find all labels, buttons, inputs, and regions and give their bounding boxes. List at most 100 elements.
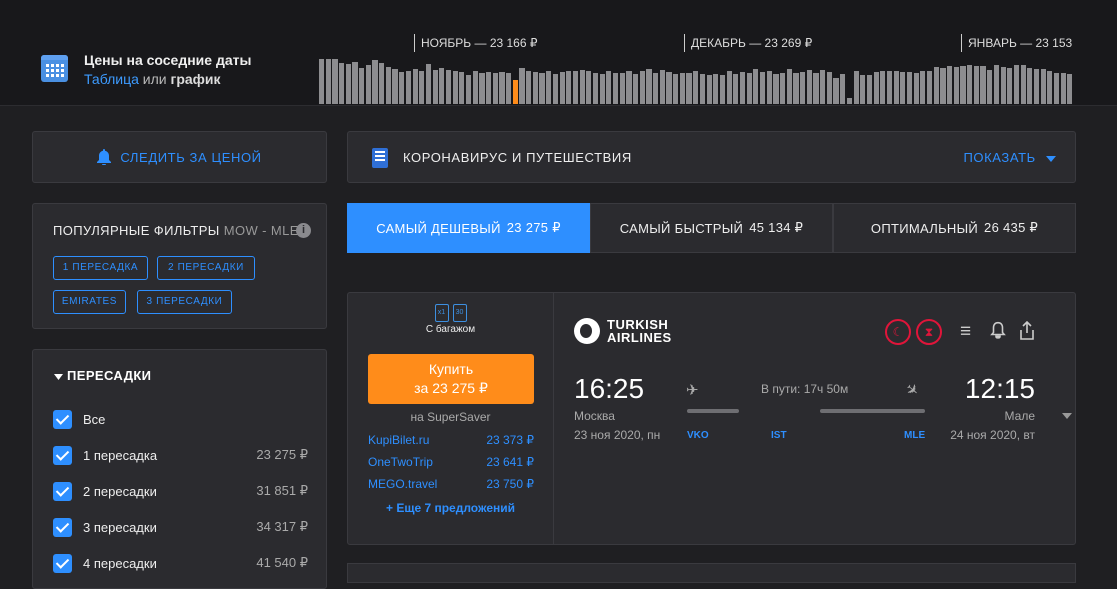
share-icon[interactable] (1018, 320, 1036, 347)
offer-row[interactable]: MEGO.travel 23 750 ₽ (368, 477, 534, 491)
stops-filter-toggle[interactable]: ПЕРЕСАДКИ (54, 368, 151, 383)
price-bar[interactable] (526, 70, 532, 104)
offer-row[interactable]: OneTwoTrip 23 641 ₽ (368, 455, 534, 469)
price-bar[interactable] (746, 72, 752, 104)
price-bar[interactable] (706, 75, 712, 104)
price-bar[interactable] (693, 70, 699, 104)
price-bar[interactable] (933, 67, 939, 104)
checkbox[interactable] (53, 517, 72, 537)
ticket-details[interactable]: TURKISH AIRLINES ☾ ⧗ ≡ 16:25 12:15 ✈ ✈ В … (553, 292, 1076, 545)
price-bar[interactable] (713, 73, 719, 104)
price-bar[interactable] (559, 71, 565, 104)
price-bar[interactable] (853, 70, 859, 104)
price-bar[interactable] (646, 69, 652, 104)
tab-fastest[interactable]: САМЫЙ БЫСТРЫЙ 45 134 ₽ (590, 203, 833, 253)
price-bar[interactable] (639, 70, 645, 104)
price-bar[interactable] (332, 58, 338, 104)
price-bar[interactable] (993, 65, 999, 104)
price-bar[interactable] (459, 71, 465, 104)
offer-row[interactable]: KupiBilet.ru 23 373 ₽ (368, 433, 534, 447)
price-bar[interactable] (980, 66, 986, 104)
price-bar[interactable] (773, 73, 779, 104)
price-bar[interactable] (345, 63, 351, 104)
price-bar[interactable] (726, 70, 732, 104)
price-bar[interactable] (1000, 67, 1006, 104)
filter-chip-3-stops[interactable]: 3 ПЕРЕСАДКИ (137, 290, 232, 314)
price-bar[interactable] (385, 67, 391, 104)
price-bar[interactable] (1027, 68, 1033, 104)
price-bar[interactable] (572, 70, 579, 104)
stops-option-4[interactable]: 4 пересадки 41 540 ₽ (53, 552, 308, 574)
add-to-list-icon[interactable]: ≡ (960, 321, 972, 342)
price-bar[interactable] (626, 70, 632, 104)
price-bar[interactable] (399, 71, 405, 104)
price-bar[interactable] (893, 70, 899, 104)
price-bar[interactable] (365, 65, 371, 104)
price-bar[interactable] (780, 72, 786, 104)
price-bar[interactable] (973, 66, 979, 104)
price-bar[interactable] (840, 73, 846, 104)
filter-chip-1-stop[interactable]: 1 ПЕРЕСАДКА (53, 256, 148, 280)
stops-option-2[interactable]: 2 пересадки 31 851 ₽ (53, 480, 308, 502)
price-bar[interactable] (379, 62, 385, 104)
checkbox[interactable] (53, 553, 72, 573)
price-bar[interactable] (873, 71, 879, 104)
price-bar[interactable] (866, 75, 873, 104)
price-bar[interactable] (686, 72, 692, 104)
buy-button[interactable]: Купить за 23 275 ₽ (368, 354, 534, 404)
price-bar[interactable] (372, 59, 378, 104)
price-bar[interactable] (612, 72, 619, 104)
price-bar[interactable] (766, 70, 772, 104)
checkbox[interactable] (53, 481, 72, 501)
price-bar[interactable] (1020, 65, 1026, 104)
price-bar[interactable] (546, 70, 552, 104)
price-bar[interactable] (699, 73, 705, 104)
price-bar[interactable] (592, 72, 599, 104)
price-bar[interactable] (1053, 72, 1060, 104)
price-bar[interactable] (987, 69, 993, 104)
price-bar[interactable] (719, 75, 726, 104)
corona-show-button[interactable]: ПОКАЗАТЬ (963, 150, 1056, 165)
price-bar[interactable] (806, 69, 812, 104)
price-bar[interactable] (880, 70, 886, 104)
graph-view-link[interactable]: график (170, 71, 221, 87)
price-bar[interactable] (920, 70, 926, 104)
price-bar[interactable] (659, 69, 665, 104)
stops-option-3[interactable]: 3 пересадки 34 317 ₽ (53, 516, 308, 538)
checkbox[interactable] (53, 445, 72, 465)
stops-option-1[interactable]: 1 пересадка 23 275 ₽ (53, 444, 308, 466)
price-bar[interactable] (1067, 73, 1073, 104)
price-bar[interactable] (566, 70, 572, 104)
price-bar[interactable] (826, 71, 832, 104)
price-bar[interactable] (1033, 69, 1040, 104)
price-bar[interactable] (753, 69, 759, 104)
price-bar[interactable] (472, 70, 478, 104)
price-bar[interactable] (820, 69, 826, 104)
price-bar[interactable] (492, 72, 498, 104)
filter-chip-2-stops[interactable]: 2 ПЕРЕСАДКИ (157, 256, 255, 280)
price-bar[interactable] (927, 70, 933, 104)
price-bar[interactable] (599, 73, 605, 104)
price-bar[interactable] (439, 68, 445, 104)
price-bar[interactable] (967, 65, 973, 104)
checkbox[interactable] (53, 409, 72, 429)
price-bar[interactable] (392, 69, 398, 104)
price-bar[interactable] (452, 70, 458, 104)
price-bar[interactable] (786, 69, 792, 104)
price-bar[interactable] (425, 63, 432, 104)
price-bar[interactable] (532, 71, 538, 104)
more-offers-link[interactable]: + Еще 7 предложений (385, 501, 516, 515)
price-bar[interactable] (359, 68, 365, 104)
price-bar[interactable] (325, 58, 331, 104)
price-bar[interactable] (1007, 68, 1013, 104)
price-bar[interactable] (479, 72, 485, 104)
bell-icon[interactable] (990, 321, 1006, 345)
price-bar[interactable] (519, 68, 525, 104)
price-bar[interactable] (906, 71, 913, 104)
price-bar[interactable] (733, 73, 739, 104)
price-bar[interactable] (739, 71, 746, 104)
price-bar[interactable] (419, 70, 425, 104)
price-bar[interactable] (960, 66, 966, 104)
price-bar[interactable] (319, 58, 325, 104)
price-bar[interactable] (552, 73, 559, 104)
